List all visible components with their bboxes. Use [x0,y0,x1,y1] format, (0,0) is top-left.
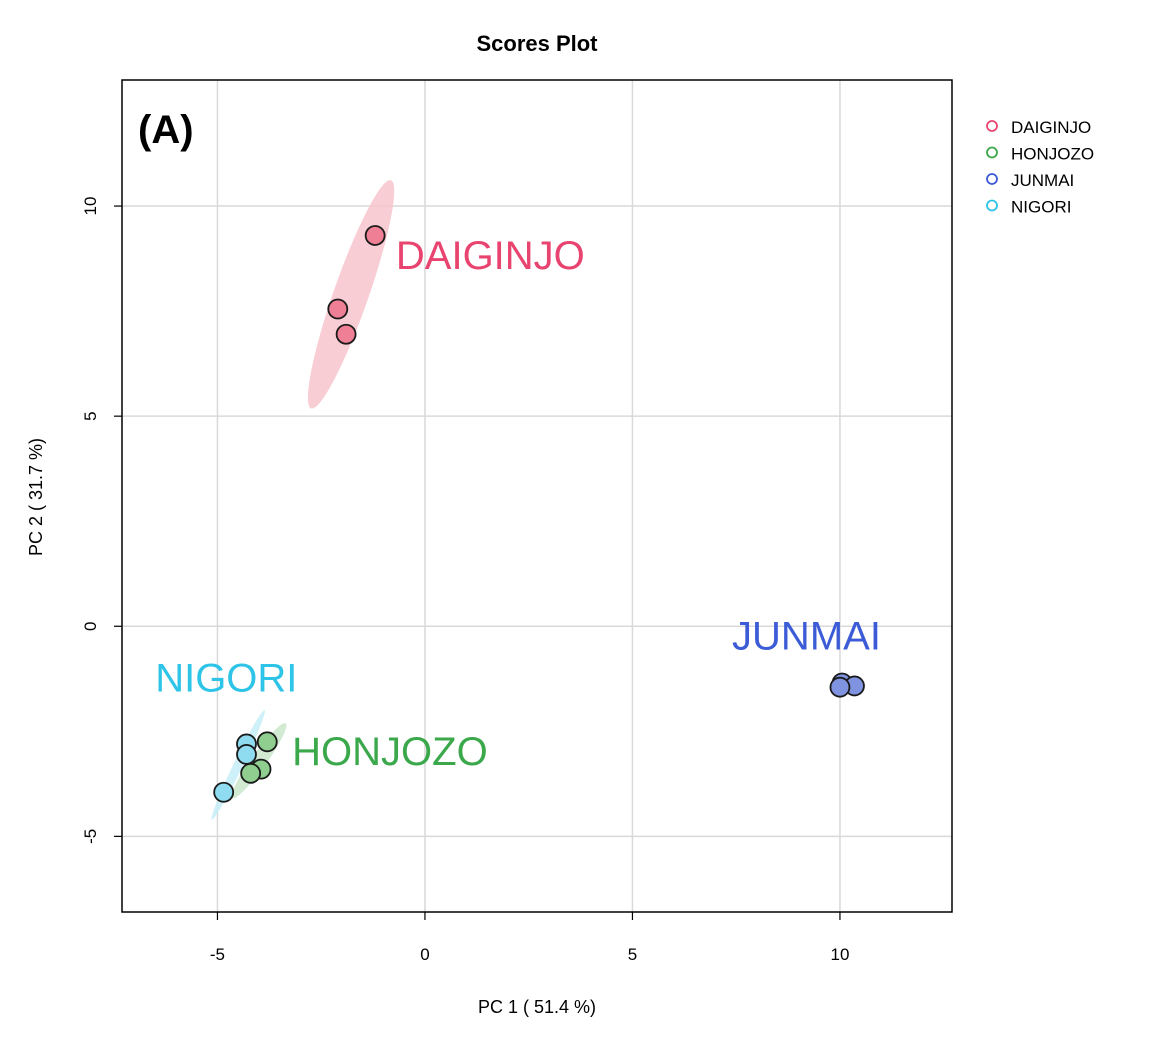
y-tick-label: -5 [81,829,100,844]
confidence-ellipse-daiginjo [307,180,395,409]
legend-marker-daiginjo [986,120,998,132]
legend-label-junmai: JUNMAI [1011,171,1074,190]
data-point-daiginjo [327,298,349,320]
group-labels: DAIGINJO HONJOZO JUNMAI NIGORI [155,234,881,774]
x-tick-label: 0 [420,945,429,964]
legend-marker-nigori [986,199,998,212]
chart-title: Scores Plot [476,31,598,56]
data-point-junmai [829,676,851,698]
y-axis-ticks: -5 0 5 10 [81,197,122,844]
x-axis-ticks: -5 0 5 10 [210,912,849,964]
legend-marker-honjozo [986,146,998,159]
x-tick-label: 5 [628,945,637,964]
legend-marker-junmai [986,173,998,185]
legend-label-daiginjo: DAIGINJO [1011,118,1091,137]
data-point-honjozo [240,762,262,784]
group-label-junmai: JUNMAI [732,614,881,658]
plot-frame [121,79,953,913]
panel-label: (A) [138,108,194,152]
grid-lines [122,80,952,912]
y-axis-label: PC 2 ( 31.7 %) [26,438,46,556]
x-tick-label: -5 [210,945,225,964]
group-label-honjozo: HONJOZO [292,730,488,774]
y-tick-label: 10 [81,197,100,216]
x-axis-label: PC 1 ( 51.4 %) [478,997,596,1017]
group-label-nigori: NIGORI [155,656,297,700]
y-tick-label: 5 [81,411,100,420]
legend-label-nigori: NIGORI [1011,198,1071,217]
data-point-nigori [236,744,257,765]
x-tick-label: 10 [830,945,849,964]
data-point-daiginjo [364,225,386,246]
group-label-daiginjo: DAIGINJO [396,234,585,278]
data-point-honjozo [256,731,278,753]
data-point-nigori [213,781,235,803]
data-point-daiginjo [335,323,357,345]
score-points [213,225,865,803]
y-tick-label: 0 [81,622,100,631]
legend-label-honjozo: HONJOZO [1011,145,1094,164]
legend: DAIGINJO HONJOZO JUNMAI NIGORI [986,118,1094,217]
